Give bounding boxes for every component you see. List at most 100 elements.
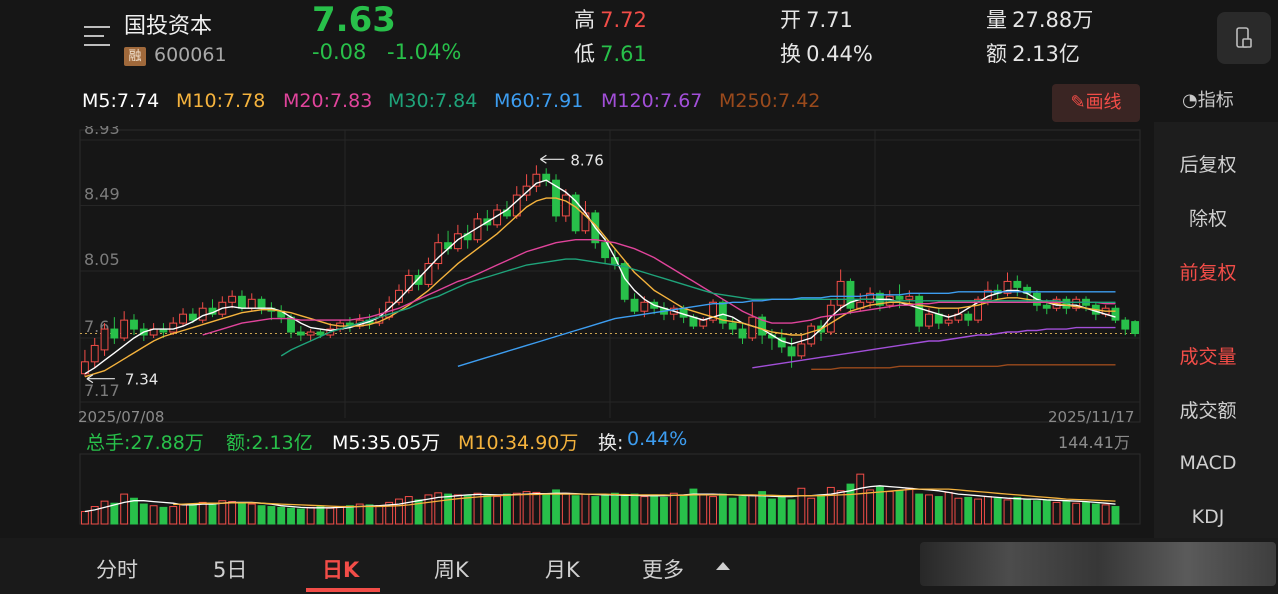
tab-weekly-k[interactable]: 周K	[434, 558, 469, 582]
volume-bar	[110, 502, 119, 525]
indicator-label: 指标	[1197, 90, 1234, 111]
tab-intraday[interactable]: 分时	[96, 558, 138, 582]
volume-bar	[375, 505, 384, 525]
volume-bar	[267, 506, 276, 525]
candle-body	[90, 344, 99, 363]
volume-bar	[208, 502, 217, 525]
volume-bar	[198, 501, 207, 525]
volume-bar	[934, 496, 943, 525]
tab-daily-k[interactable]: 日K	[322, 558, 360, 582]
tab-more[interactable]: 更多	[642, 558, 684, 582]
candle-body	[826, 304, 835, 333]
side-item-pre-adjust[interactable]: 前复权	[1179, 262, 1237, 284]
turnover-quote: 换 0.44%	[780, 38, 873, 68]
obscured-region	[920, 542, 1276, 586]
candle-body	[198, 307, 207, 321]
volume-bar	[159, 506, 168, 525]
volume-bar	[1042, 499, 1051, 525]
volume-bar	[1072, 502, 1081, 525]
volume-bar	[336, 506, 345, 525]
tab-monthly-k[interactable]: 月K	[545, 558, 580, 582]
ma20-label: M20:7.83	[283, 90, 373, 112]
volume-bar	[463, 495, 472, 525]
volume-bar	[247, 503, 256, 525]
indicator-button[interactable]: ◔指标	[1182, 86, 1234, 112]
volume-bar	[768, 498, 776, 525]
volume-bar	[650, 494, 659, 525]
volume-bar	[718, 493, 727, 525]
side-item-volume[interactable]: 成交量	[1179, 346, 1237, 368]
volume-bar	[620, 495, 629, 525]
volume-bar	[895, 490, 904, 525]
candle-body	[257, 298, 266, 309]
turnover-value: 0.44%	[806, 42, 873, 66]
candle-body	[728, 322, 737, 330]
side-item-kdj[interactable]: KDJ	[1191, 506, 1225, 528]
volume-bar	[748, 494, 757, 525]
volume-m10-line	[173, 488, 1116, 508]
candle-body	[110, 328, 119, 339]
m30-line	[280, 258, 1116, 357]
side-item-macd[interactable]: MACD	[1179, 452, 1237, 474]
volume-bar	[738, 496, 747, 525]
volume-bar	[836, 490, 845, 525]
turnover-label: 换	[780, 42, 801, 66]
volume-bar	[542, 494, 551, 525]
quote-header: 国投资本 融 600061 7.63 -0.08 -1.04% 高 7.72 低…	[0, 0, 1278, 76]
volume-bar	[355, 503, 364, 525]
candle-body	[424, 263, 433, 285]
volume-turnover-value: 0.44%	[627, 428, 688, 450]
margin-trading-badge: 融	[124, 47, 146, 66]
volume-bar	[885, 491, 894, 525]
candle-body	[709, 301, 717, 321]
volume-bar	[365, 504, 374, 525]
candle-body	[738, 328, 747, 339]
min-price-label: 7.34	[125, 371, 158, 389]
volume-bar	[404, 496, 413, 525]
volume-bar	[915, 493, 924, 525]
volume-bar	[522, 491, 531, 525]
volume-m5: M5:35.05万	[332, 432, 441, 454]
candle-body	[620, 263, 629, 300]
m120-line	[752, 326, 1116, 369]
candle-body	[846, 280, 855, 309]
volume-bar	[326, 507, 335, 525]
volume-bar	[473, 492, 482, 525]
candle-body	[120, 319, 129, 339]
side-panel: 后复权 除权 前复权 成交量 成交额 MACD KDJ	[1154, 122, 1278, 540]
volume-bar	[257, 505, 266, 525]
volume-border	[79, 453, 1141, 525]
volume-bar	[503, 493, 511, 525]
candle-body	[787, 346, 796, 357]
volume-bar	[610, 492, 619, 525]
volume-quote: 量 27.88万	[986, 4, 1093, 34]
price-tick-label: 8.05	[84, 250, 120, 269]
candle-body	[169, 322, 178, 333]
volume-bar	[120, 493, 129, 525]
volume-bar	[944, 491, 953, 525]
m10-line	[84, 197, 1116, 378]
draw-line-button[interactable]: ✎画线	[1052, 84, 1140, 122]
volume-bar	[1033, 500, 1041, 525]
volume-max-label: 144.41万	[1058, 433, 1130, 452]
volume-bar	[316, 506, 325, 525]
volume-bar	[807, 497, 816, 525]
m60-line	[457, 291, 1116, 367]
candle-body	[1042, 304, 1051, 309]
caret-up-icon[interactable]	[716, 562, 730, 570]
volume-bar	[434, 492, 443, 525]
menu-icon[interactable]	[84, 26, 110, 48]
volume-bar	[414, 499, 423, 525]
volume-bar	[179, 504, 187, 525]
volume-bar	[993, 497, 1002, 525]
side-item-amount[interactable]: 成交额	[1179, 400, 1237, 422]
side-item-post-adjust[interactable]: 后复权	[1179, 154, 1237, 176]
end-date-label: 2025/11/17	[1048, 408, 1134, 426]
tab-5day[interactable]: 5日	[213, 558, 248, 582]
volume-bar	[306, 506, 315, 525]
m5-line	[84, 179, 1116, 375]
landscape-button[interactable]	[1217, 12, 1271, 64]
side-item-ex-rights[interactable]: 除权	[1188, 208, 1227, 230]
